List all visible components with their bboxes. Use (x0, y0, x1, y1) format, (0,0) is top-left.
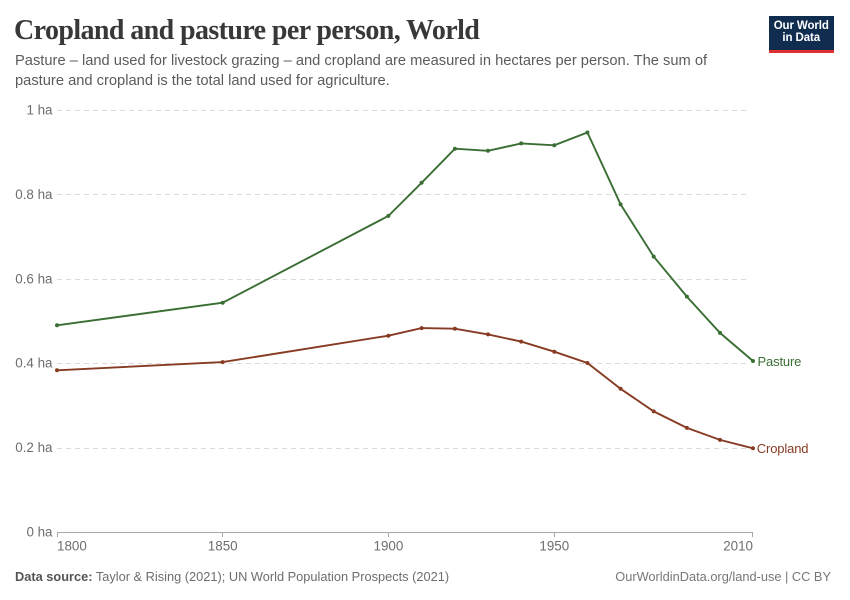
svg-text:1900: 1900 (374, 539, 404, 554)
svg-text:0.8 ha: 0.8 ha (15, 187, 53, 202)
svg-text:0.4 ha: 0.4 ha (15, 356, 53, 371)
svg-text:1950: 1950 (539, 539, 569, 554)
svg-text:0.2 ha: 0.2 ha (15, 440, 53, 455)
svg-text:1 ha: 1 ha (26, 103, 53, 118)
svg-text:2010: 2010 (723, 539, 753, 554)
svg-text:Pasture: Pasture (758, 354, 802, 369)
svg-text:1850: 1850 (208, 539, 238, 554)
svg-text:Cropland: Cropland (757, 441, 809, 456)
svg-text:1800: 1800 (57, 539, 87, 554)
svg-text:0 ha: 0 ha (26, 525, 53, 540)
svg-text:0.6 ha: 0.6 ha (15, 271, 53, 286)
